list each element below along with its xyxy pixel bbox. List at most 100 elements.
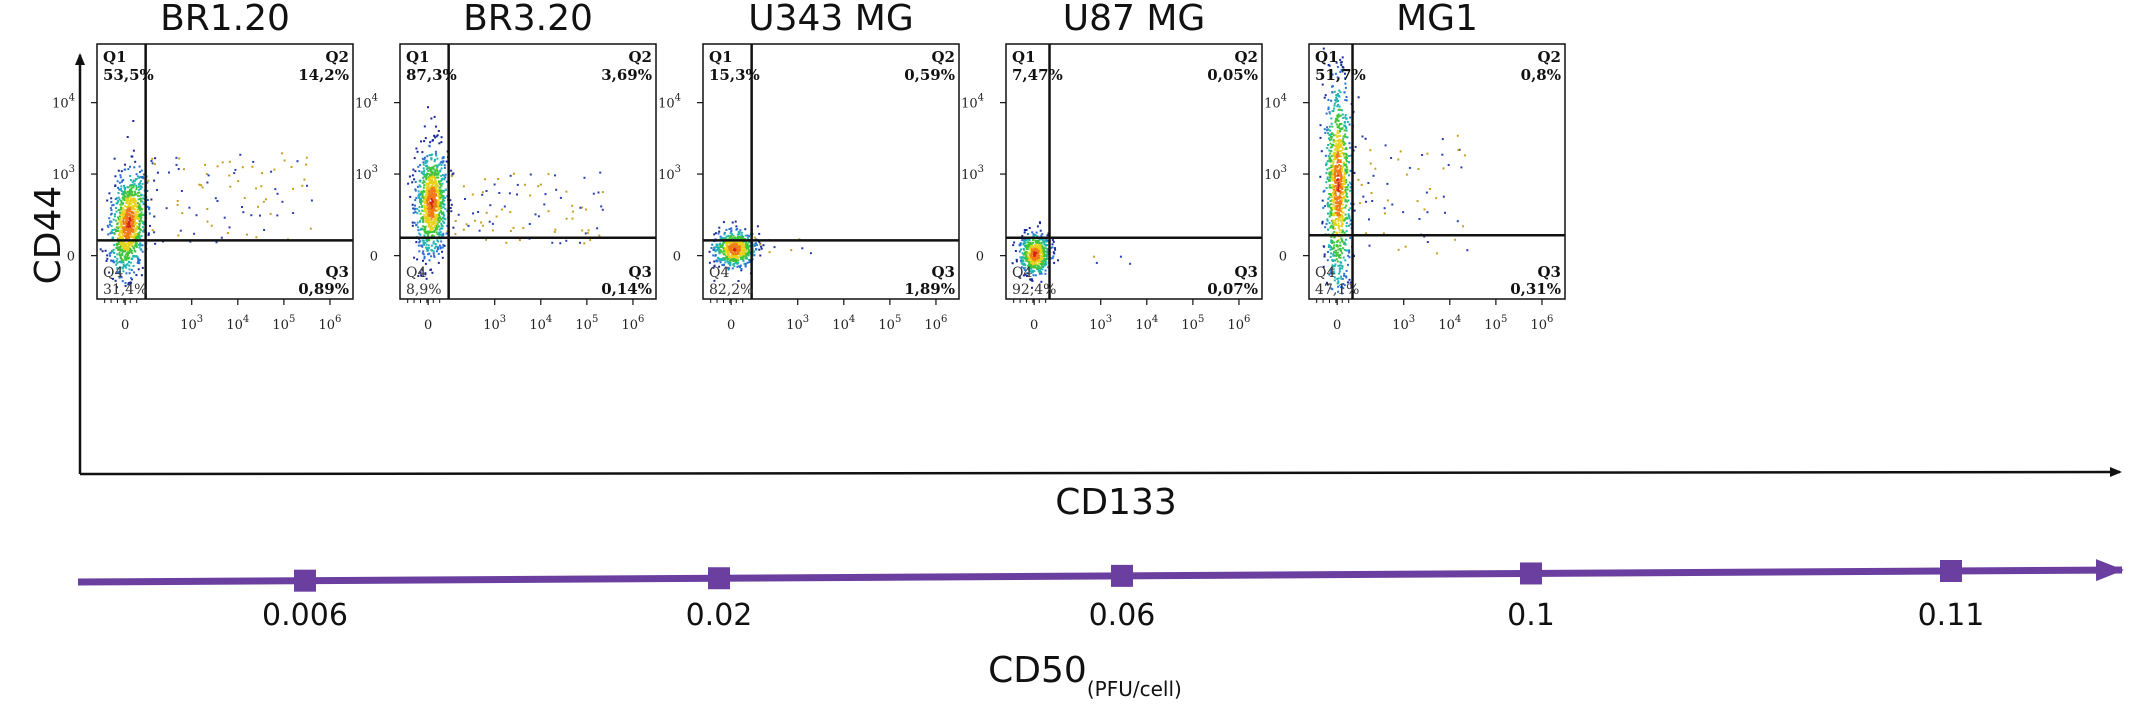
event-dot <box>1334 219 1337 222</box>
event-dot <box>129 195 132 198</box>
event-dot <box>716 260 719 263</box>
event-dot <box>436 203 439 206</box>
event-dot <box>115 219 118 222</box>
event-dot <box>1340 264 1343 267</box>
event-dot <box>151 229 154 232</box>
event-dot <box>1466 249 1469 252</box>
event-dot <box>428 252 431 255</box>
event-dot <box>1333 151 1336 154</box>
event-dot <box>124 163 126 166</box>
event-dot <box>1341 152 1344 154</box>
event-dot <box>1031 269 1034 272</box>
event-dot <box>130 189 132 192</box>
event-dot <box>1051 243 1054 246</box>
event-dot <box>130 278 133 281</box>
event-dot <box>418 206 421 209</box>
event-dot <box>1333 222 1336 225</box>
event-dot <box>310 199 313 202</box>
event-dot <box>1028 248 1031 251</box>
event-dot <box>1348 224 1350 227</box>
q4-percent: 47,1% <box>1315 282 1359 298</box>
event-dot <box>716 257 719 260</box>
event-dot <box>104 249 107 252</box>
event-dot <box>156 189 158 191</box>
event-dot <box>1030 279 1033 282</box>
event-dot <box>1044 239 1047 242</box>
event-dot <box>140 274 143 277</box>
event-dot <box>1344 199 1347 201</box>
event-dot <box>565 239 568 242</box>
event-dot <box>415 147 418 150</box>
event-dot <box>226 232 229 234</box>
event-dot <box>228 226 231 229</box>
event-dot <box>462 185 465 188</box>
event-dot <box>1359 202 1361 205</box>
event-dot <box>411 221 414 224</box>
event-dot <box>428 204 431 207</box>
event-dot <box>1031 249 1034 251</box>
event-dot <box>1339 58 1342 61</box>
event-dot <box>114 213 116 216</box>
event-dot <box>1334 158 1337 161</box>
event-dot <box>138 181 141 184</box>
event-dot <box>736 247 739 250</box>
event-dot <box>1018 243 1021 246</box>
event-dot <box>131 194 134 197</box>
panel-title: BR3.20 <box>463 0 593 39</box>
event-dot <box>417 226 419 229</box>
event-dot <box>255 236 258 239</box>
event-dot <box>419 233 422 236</box>
cd50-axis: 0.006 0.02 0.06 0.1 0.11 CD50(PFU/cell) <box>77 559 2124 701</box>
event-dot <box>1339 139 1342 142</box>
event-dot <box>432 226 434 229</box>
event-dot <box>1344 172 1347 175</box>
event-dot <box>1327 108 1330 111</box>
event-dot <box>442 243 445 246</box>
event-dot <box>551 241 554 244</box>
event-dot <box>746 246 749 249</box>
event-dot <box>120 180 123 183</box>
event-dot <box>714 246 717 249</box>
event-dot <box>739 245 741 247</box>
event-dot <box>1044 272 1047 275</box>
event-dot <box>422 167 425 170</box>
event-dot <box>737 252 740 255</box>
x-tick-label: 0 <box>1333 318 1341 333</box>
event-dot <box>115 226 118 229</box>
event-dot <box>1023 262 1026 265</box>
event-dot <box>1365 200 1367 203</box>
q2-name: Q2 <box>628 48 652 66</box>
event-dot <box>424 137 427 140</box>
event-dot <box>1343 121 1346 123</box>
event-dot <box>579 206 582 209</box>
event-dot <box>127 242 130 244</box>
event-dot <box>114 185 117 187</box>
event-dot <box>1337 222 1340 225</box>
event-dot <box>1332 268 1335 271</box>
event-dot <box>430 176 433 179</box>
event-dot <box>725 237 727 240</box>
event-dot <box>736 265 739 268</box>
cd50-arrow <box>77 559 2124 586</box>
event-dot <box>485 211 488 214</box>
event-dot <box>1336 93 1339 95</box>
event-dot <box>1026 244 1029 247</box>
event-dot <box>126 186 129 189</box>
event-dot <box>1338 214 1341 216</box>
event-dot <box>732 245 735 248</box>
event-dot <box>1011 262 1014 265</box>
event-dot <box>409 195 412 198</box>
event-dot <box>131 190 134 193</box>
event-dot <box>1031 250 1033 253</box>
event-dot <box>125 209 128 212</box>
q3-name: Q3 <box>325 263 349 281</box>
event-dot <box>737 280 740 282</box>
event-dot <box>1335 118 1338 121</box>
event-dot <box>509 174 512 177</box>
event-dot <box>1028 261 1031 264</box>
event-dot <box>1032 238 1035 241</box>
event-dot <box>1339 123 1341 125</box>
event-dot <box>130 179 132 182</box>
event-dot <box>1341 218 1344 221</box>
event-dot <box>1028 262 1031 265</box>
